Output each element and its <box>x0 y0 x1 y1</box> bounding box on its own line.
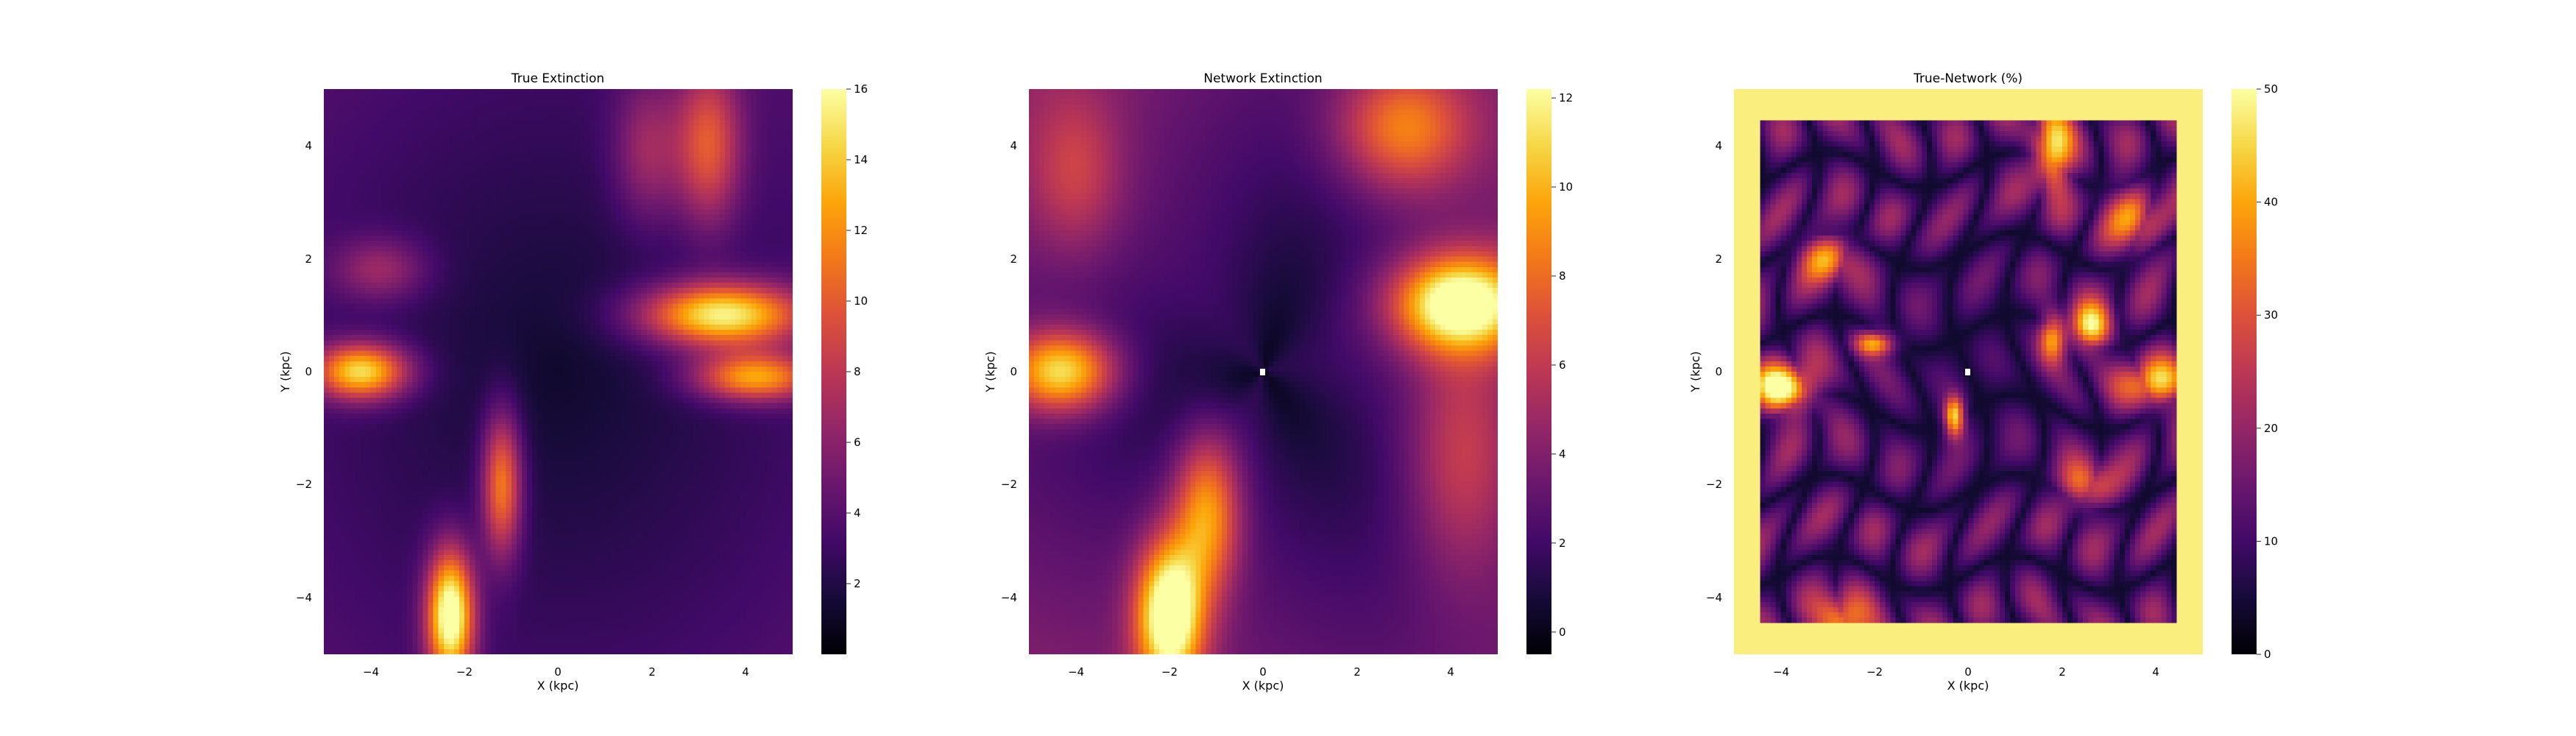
colorbar: 0 2 4 6 8 10 12 <box>1526 89 1573 654</box>
x-axis: −4 −2 0 2 4 <box>1068 665 1454 679</box>
colorbar-tick-label: 8 <box>854 365 861 378</box>
y-tick-label: −4 <box>1706 591 1722 604</box>
colorbar-ticks: 0 2 4 6 8 10 12 <box>1551 91 1573 639</box>
x-axis-label: X (kpc) <box>1242 679 1284 693</box>
y-axis: −4 −2 0 2 4 <box>1706 139 1722 604</box>
x-tick-label: 2 <box>2059 665 2066 679</box>
colorbar-tick-label: 0 <box>1559 626 1566 639</box>
y-tick-label: 0 <box>305 365 312 378</box>
y-axis-label: Y (kpc) <box>983 351 997 393</box>
colorbar-ticks: 0 10 20 30 40 50 <box>2257 82 2278 661</box>
colorbar-tick-label: 50 <box>2264 82 2278 96</box>
colorbar-tick-label: 20 <box>2264 422 2278 435</box>
x-tick-label: −4 <box>363 665 379 679</box>
heatmap-area <box>324 89 793 654</box>
origin-marker <box>1965 369 1970 375</box>
y-tick-label: −2 <box>296 478 312 491</box>
y-tick-label: 0 <box>1010 365 1017 378</box>
colorbar-tick-label: 4 <box>1559 447 1566 461</box>
y-tick-label: 2 <box>1010 252 1017 266</box>
y-axis: −4 −2 0 2 4 <box>1001 139 1017 604</box>
colorbar-tick-label: 16 <box>854 82 868 96</box>
y-tick-label: −4 <box>1001 591 1017 604</box>
colorbar-tick-label: 10 <box>2264 534 2278 548</box>
colorbar-tick-label: 6 <box>1559 358 1566 372</box>
y-axis-label: Y (kpc) <box>278 351 292 393</box>
colorbar-tick-label: 0 <box>2264 648 2271 661</box>
x-axis: −4 −2 0 2 4 <box>363 665 749 679</box>
x-tick-label: 2 <box>648 665 656 679</box>
y-tick-label: −2 <box>1706 478 1722 491</box>
x-tick-label: 4 <box>1447 665 1454 679</box>
y-tick-label: 2 <box>1715 252 1722 266</box>
panel-true-network-percent: True-Network (%) −4 −2 0 2 4 X (kpc) −4 … <box>1688 71 2278 693</box>
origin-marker <box>1260 369 1265 375</box>
x-tick-label: −2 <box>1866 665 1883 679</box>
x-tick-label: −4 <box>1068 665 1084 679</box>
colorbar-tick-label: 2 <box>854 577 861 590</box>
chart-title: True-Network (%) <box>1913 71 2023 86</box>
x-tick-label: 0 <box>554 665 562 679</box>
x-tick-label: 2 <box>1354 665 1361 679</box>
chart-title: True Extinction <box>511 71 604 86</box>
colorbar-tick-label: 40 <box>2264 196 2278 209</box>
y-tick-label: 4 <box>1715 139 1722 152</box>
x-axis-label: X (kpc) <box>1947 679 1989 693</box>
colorbar-gradient <box>821 89 846 654</box>
colorbar-tick-label: 2 <box>1559 537 1566 550</box>
x-tick-label: −2 <box>1161 665 1178 679</box>
y-tick-label: 4 <box>1010 139 1017 152</box>
panel-network-extinction: Network Extinction −4 −2 0 2 4 X (kpc) −… <box>983 71 1573 693</box>
x-axis: −4 −2 0 2 4 <box>1773 665 2159 679</box>
y-tick-label: 2 <box>305 252 312 266</box>
y-tick-label: −2 <box>1001 478 1017 491</box>
y-axis: −4 −2 0 2 4 <box>296 139 312 604</box>
colorbar-gradient <box>1526 89 1551 654</box>
colorbar-tick-label: 10 <box>1559 180 1573 194</box>
x-tick-label: −4 <box>1773 665 1789 679</box>
colorbar-tick-label: 12 <box>854 224 868 237</box>
x-tick-label: 0 <box>1964 665 1972 679</box>
x-tick-label: 4 <box>742 665 749 679</box>
colorbar-ticks: 2 4 6 8 10 12 14 16 <box>846 82 868 590</box>
x-axis-label: X (kpc) <box>537 679 579 693</box>
y-tick-label: 4 <box>305 139 312 152</box>
colorbar-tick-label: 12 <box>1559 91 1573 105</box>
colorbar-tick-label: 4 <box>854 506 861 520</box>
colorbar-tick-label: 14 <box>854 153 868 166</box>
colorbar-tick-label: 6 <box>854 436 861 449</box>
x-tick-label: 0 <box>1259 665 1267 679</box>
colorbar: 0 10 20 30 40 50 <box>2232 82 2278 661</box>
y-axis-label: Y (kpc) <box>1688 351 1702 393</box>
colorbar-tick-label: 10 <box>854 294 868 308</box>
colorbar-tick-label: 30 <box>2264 308 2278 322</box>
y-tick-label: 0 <box>1715 365 1722 378</box>
y-tick-label: −4 <box>296 591 312 604</box>
colorbar-gradient <box>2232 89 2257 654</box>
colorbar-tick-label: 8 <box>1559 269 1566 283</box>
colorbar: 2 4 6 8 10 12 14 16 <box>821 82 868 654</box>
x-tick-label: −2 <box>456 665 473 679</box>
chart-title: Network Extinction <box>1203 71 1322 86</box>
panel-true-extinction: True Extinction −4 −2 0 2 4 X (kpc) −4 −… <box>278 71 868 693</box>
x-tick-label: 4 <box>2152 665 2159 679</box>
